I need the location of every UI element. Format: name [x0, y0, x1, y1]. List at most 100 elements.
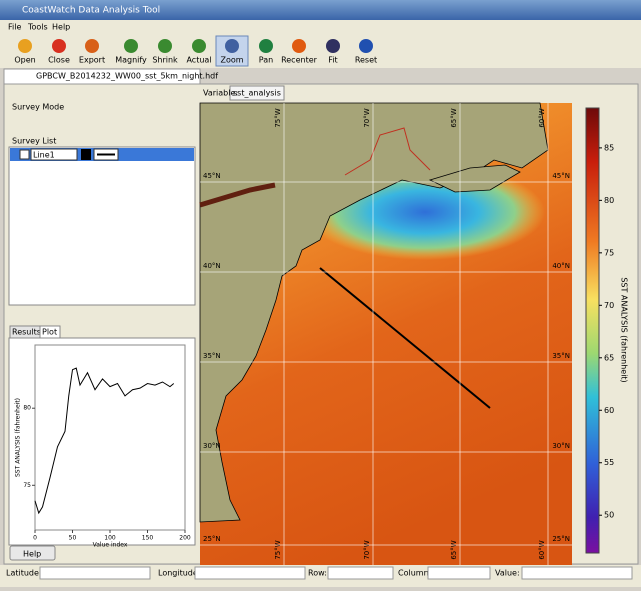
- plot-line: [34, 367, 175, 515]
- color-swatch[interactable]: [81, 149, 91, 160]
- lat-label: 40°N: [203, 262, 221, 270]
- survey-list: [8, 146, 196, 306]
- border: [344, 127, 431, 176]
- status-label: Row:: [308, 569, 327, 578]
- title-bar: [0, 0, 641, 20]
- checkbox[interactable]: [19, 149, 30, 160]
- tool-icon[interactable]: [359, 39, 373, 53]
- menu-item[interactable]: Tools: [27, 23, 48, 32]
- tool-icon[interactable]: [158, 39, 172, 53]
- toolbar: [0, 34, 641, 68]
- variable-value[interactable]: sst_analysis: [233, 89, 281, 98]
- tool-label[interactable]: Close: [48, 56, 70, 65]
- lon-label: 75°W: [274, 108, 282, 127]
- status-label: Value:: [495, 569, 520, 578]
- lat-label: 35°N: [552, 352, 570, 360]
- land: [199, 102, 549, 523]
- lat-label: 35°N: [203, 352, 221, 360]
- lon-label: 65°W: [450, 108, 458, 127]
- tool-icon[interactable]: [225, 39, 239, 53]
- tool-icon[interactable]: [292, 39, 306, 53]
- tool-icon[interactable]: [259, 39, 273, 53]
- tool-icon[interactable]: [192, 39, 206, 53]
- survey-line[interactable]: [319, 267, 491, 409]
- colorbar-tick-label: 80: [604, 196, 614, 205]
- river: [199, 182, 276, 208]
- tool-icon[interactable]: [124, 39, 138, 53]
- tool-label[interactable]: Fit: [328, 56, 337, 65]
- status-field: [427, 566, 491, 580]
- lon-label: 70°W: [363, 540, 371, 559]
- x-tick-label: 100: [104, 535, 116, 542]
- tool-label[interactable]: Export: [79, 56, 105, 65]
- tool-label[interactable]: Zoom: [220, 56, 243, 65]
- x-tick-label: 150: [142, 535, 154, 542]
- tool-icon[interactable]: [326, 39, 340, 53]
- lat-label: 30°N: [552, 442, 570, 450]
- tool-label[interactable]: Reset: [355, 56, 377, 65]
- variable-select[interactable]: [229, 85, 285, 101]
- colorbar-tick-label: 70: [604, 301, 614, 310]
- lon-label: 60°W: [538, 540, 546, 559]
- tool-label[interactable]: Actual: [186, 56, 211, 65]
- colorbar-tick-label: 85: [604, 143, 614, 152]
- lat-label: 30°N: [203, 442, 221, 450]
- colorbar-tick-label: 60: [604, 406, 614, 415]
- x-axis-label: Value index: [93, 542, 128, 549]
- y-tick-label: 75: [23, 482, 31, 489]
- colorbar-label: SST ANALYSIS (fahrenheit): [620, 277, 629, 382]
- tool-icon[interactable]: [18, 39, 32, 53]
- tool-icon[interactable]: [85, 39, 99, 53]
- x-tick-label: 50: [69, 535, 77, 542]
- y-tick-label: 80: [23, 405, 31, 412]
- help-button[interactable]: [9, 545, 56, 561]
- colorbar-tick-label: 50: [604, 511, 614, 520]
- status-label: Column:: [398, 569, 431, 578]
- status-field: [521, 566, 633, 580]
- status-field: [327, 566, 394, 580]
- lon-label: 60°W: [538, 108, 546, 127]
- tool-label[interactable]: Recenter: [281, 56, 318, 65]
- status-label: Latitude:: [6, 569, 42, 578]
- lat-label: 25°N: [552, 535, 570, 543]
- tool-label[interactable]: Magnify: [115, 56, 147, 65]
- land: [428, 164, 521, 193]
- plot-tab[interactable]: [39, 325, 61, 339]
- survey-mode-label: Survey Mode: [12, 103, 64, 112]
- menu-item[interactable]: File: [8, 23, 21, 32]
- x-tick-label: 200: [179, 535, 191, 542]
- survey-list-label: Survey List: [12, 137, 56, 146]
- help-label[interactable]: Help: [23, 550, 41, 559]
- lat-label: 45°N: [552, 172, 570, 180]
- colorbar-tick-label: 65: [604, 353, 614, 362]
- colorbar-tick-label: 75: [604, 248, 614, 257]
- lat-label: 25°N: [203, 535, 221, 543]
- plot-panel: [8, 337, 196, 546]
- status-field: [194, 566, 306, 580]
- plot-tab-label[interactable]: Plot: [42, 328, 57, 337]
- lon-label: 70°W: [363, 108, 371, 127]
- x-tick-label: 0: [33, 535, 37, 542]
- menu-item[interactable]: Help: [52, 23, 70, 32]
- colorbar-tick-label: 55: [604, 458, 614, 467]
- colorbar: [585, 107, 600, 554]
- row-name-box: [30, 148, 78, 161]
- status-field: [39, 566, 151, 580]
- tool-icon[interactable]: [52, 39, 66, 53]
- file-tab-label[interactable]: GPBCW_B2014232_WW00_sst_5km_night.hdf: [36, 72, 218, 81]
- menu-bar: [0, 20, 641, 34]
- status-label: Longitude:: [158, 569, 200, 578]
- y-axis-label: SST ANALYSIS (fahrenheit): [15, 398, 22, 477]
- lat-label: 45°N: [203, 172, 221, 180]
- tool-label[interactable]: Shrink: [152, 56, 178, 65]
- lon-label: 65°W: [450, 540, 458, 559]
- survey-row: Line1: [33, 151, 55, 160]
- tool-label[interactable]: Pan: [259, 56, 273, 65]
- lon-label: 75°W: [274, 540, 282, 559]
- plot-tab-label[interactable]: Results: [12, 328, 41, 337]
- window-title: CoastWatch Data Analysis Tool: [22, 6, 160, 16]
- tool-label[interactable]: Open: [14, 56, 35, 65]
- variable-label: Variable:: [203, 89, 238, 98]
